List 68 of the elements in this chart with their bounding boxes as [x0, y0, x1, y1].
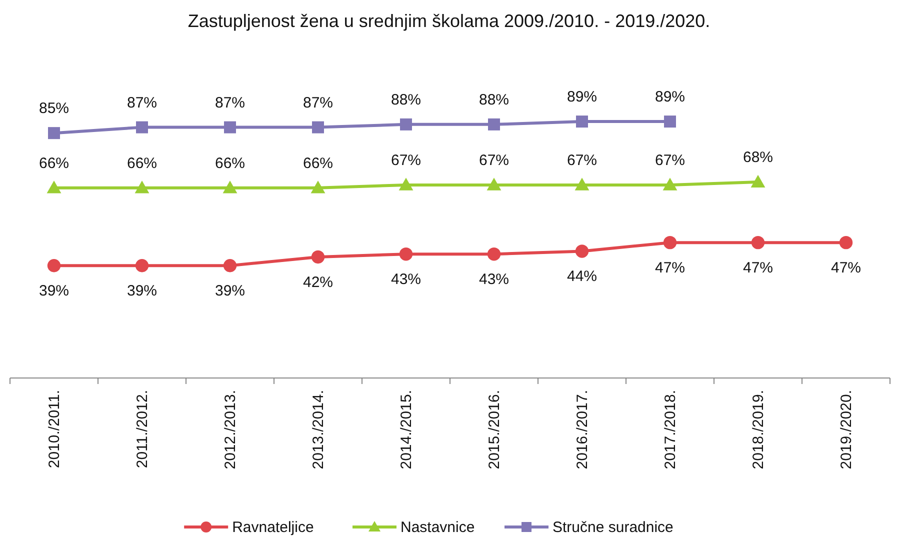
data-label: 39% — [214, 282, 246, 300]
data-label: 68% — [742, 149, 774, 166]
x-tick-label: 2019./2020. — [838, 390, 855, 470]
point — [400, 118, 412, 130]
point — [47, 259, 61, 272]
point — [222, 180, 238, 194]
point — [575, 244, 589, 258]
data-label: 87% — [214, 94, 246, 112]
point — [135, 259, 149, 272]
data-label: 89% — [654, 88, 686, 106]
data-label: 47% — [654, 260, 686, 277]
point — [134, 180, 150, 194]
data-label: 44% — [566, 268, 598, 286]
point — [486, 178, 502, 190]
point — [223, 259, 237, 272]
legend-label: Ravnateljice — [232, 519, 314, 536]
point — [487, 247, 501, 261]
data-label: 66% — [302, 154, 334, 172]
point — [839, 236, 853, 250]
point — [224, 121, 236, 134]
data-label: 66% — [38, 154, 70, 172]
data-label: 66% — [126, 154, 158, 172]
x-tick-label: 2010./2011. — [46, 390, 63, 468]
data-label: 39% — [126, 282, 158, 300]
data-label: 66% — [214, 154, 246, 172]
data-label: 47% — [830, 260, 862, 277]
point — [664, 116, 676, 128]
x-tick-label: 2016./2017. — [574, 390, 591, 470]
data-label: 47% — [742, 260, 774, 277]
point — [398, 178, 414, 190]
point — [310, 180, 326, 194]
data-label: 43% — [478, 271, 510, 288]
chart-title: Zastupljenost žena u srednjim školama 2009./2010. - 2019./2020. — [188, 11, 710, 31]
x-tick-label: 2018./2019. — [750, 390, 767, 470]
data-label: 43% — [390, 271, 422, 288]
x-tick-label: 2012./2013. — [222, 390, 239, 470]
x-tick-label: 2014./2015. — [398, 390, 415, 470]
data-label: 67% — [390, 152, 422, 169]
x-tick-label: 2013./2014. — [310, 390, 327, 470]
data-label: 67% — [654, 152, 686, 169]
data-label: 87% — [302, 94, 334, 112]
point — [751, 236, 765, 250]
point — [48, 127, 60, 140]
point — [663, 236, 677, 250]
point — [312, 121, 324, 134]
point — [576, 116, 588, 128]
point — [399, 247, 413, 261]
data-label: 39% — [38, 282, 70, 300]
point — [750, 174, 766, 188]
x-tick-label: 2011./2012. — [134, 390, 151, 468]
data-label: 87% — [126, 94, 158, 112]
point — [311, 250, 325, 264]
point — [574, 178, 590, 190]
data-label: 67% — [478, 152, 510, 169]
legend-label: Nastavnice — [400, 519, 475, 536]
point — [662, 178, 678, 190]
data-label: 42% — [302, 274, 334, 291]
data-label: 85% — [38, 100, 70, 118]
data-label: 89% — [566, 88, 598, 106]
x-tick-label: 2017./2018. — [662, 390, 679, 470]
data-label: 67% — [566, 152, 598, 169]
data-label: 88% — [390, 91, 422, 108]
point — [488, 118, 500, 130]
point — [136, 121, 148, 134]
data-label: 88% — [478, 91, 510, 108]
point — [46, 180, 62, 194]
legend-label: Stručne suradnice — [552, 519, 674, 536]
x-tick-label: 2015./2016. — [486, 390, 503, 470]
